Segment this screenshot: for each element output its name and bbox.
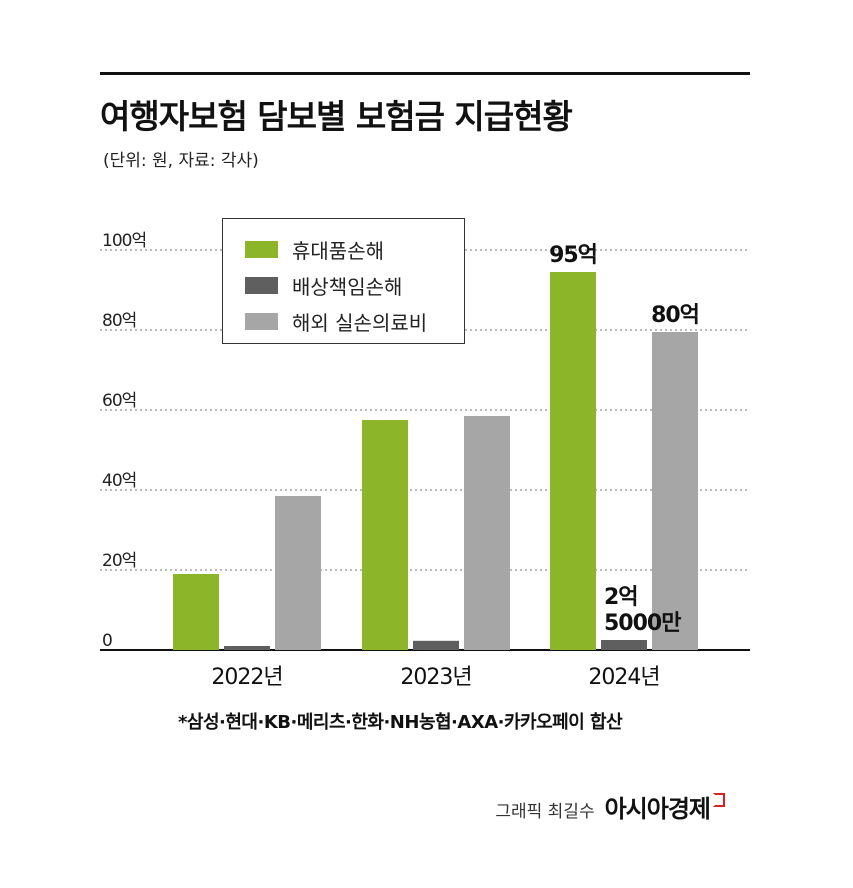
chart-title: 여행자보험 담보별 보험금 지급현황 xyxy=(100,97,573,136)
legend-swatch-green xyxy=(245,240,278,258)
top-rule xyxy=(100,72,750,75)
legend-item: 배상책임손해 xyxy=(245,267,464,303)
x-tick-label: 2023년 xyxy=(400,665,471,690)
footnote: *삼성·현대·KB·메리츠·한화·NH농협·AXA·카카오페이 합산 xyxy=(178,712,623,733)
chart-legend: 휴대품손해 배상책임손해 해외 실손의료비 xyxy=(222,218,465,344)
data-label: 80억 xyxy=(651,303,699,328)
legend-swatch-dark-gray xyxy=(245,276,278,294)
legend-swatch-light-gray xyxy=(245,312,278,330)
legend-label: 해외 실손의료비 xyxy=(292,310,428,335)
y-tick-label: 100억 xyxy=(102,231,146,251)
bar-2024-series-2 xyxy=(601,640,647,650)
x-tick-label: 2024년 xyxy=(588,665,659,690)
legend-label: 휴대품손해 xyxy=(292,238,384,263)
bar-2024-series-3 xyxy=(652,332,698,650)
legend-item: 휴대품손해 xyxy=(245,231,464,267)
credit-brand-logo: 아시아경제 xyxy=(604,795,711,823)
bar-2022-series-1 xyxy=(173,574,219,650)
y-tick-label: 0 xyxy=(102,631,112,651)
x-tick-label: 2022년 xyxy=(211,665,282,690)
y-tick-label: 60억 xyxy=(102,391,136,411)
legend-label: 배상책임손해 xyxy=(292,274,403,299)
credit-graphic: 그래픽 최길수 xyxy=(495,802,595,822)
bar-2023-series-1 xyxy=(362,420,408,650)
legend-item: 해외 실손의료비 xyxy=(245,303,464,339)
y-tick-label: 20억 xyxy=(102,551,136,571)
y-tick-label: 80억 xyxy=(102,311,136,331)
credit: 그래픽 최길수 아시아경제 xyxy=(495,789,725,824)
bar-2024-series-1 xyxy=(550,272,596,650)
chart-subtitle: (단위: 원, 자료: 각사) xyxy=(103,151,259,171)
brand-mark-icon xyxy=(713,793,725,807)
data-label: 95억 xyxy=(549,243,597,268)
y-tick-label: 40억 xyxy=(102,471,136,491)
bar-2022-series-2 xyxy=(224,646,270,650)
bar-2023-series-3 xyxy=(464,416,510,650)
bar-2023-series-2 xyxy=(413,640,459,650)
bar-2022-series-3 xyxy=(275,496,321,650)
data-label: 2억 5000만 xyxy=(604,585,681,636)
